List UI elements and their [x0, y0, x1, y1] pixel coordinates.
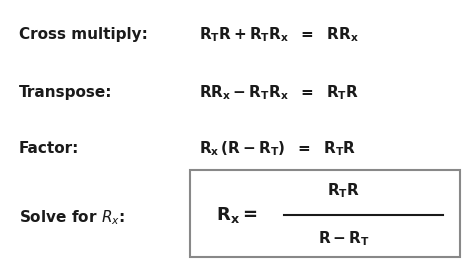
- Text: $\mathbf{R_x\,(R - R_T)\ \ =\ \ R_TR}$: $\mathbf{R_x\,(R - R_T)\ \ =\ \ R_TR}$: [199, 139, 356, 158]
- Text: $\mathbf{R_TR + R_TR_x\ \ =\ \ RR_x}$: $\mathbf{R_TR + R_TR_x\ \ =\ \ RR_x}$: [199, 25, 359, 44]
- Bar: [190, 170, 460, 257]
- Text: Solve for $R_x$:: Solve for $R_x$:: [19, 208, 125, 227]
- Text: Transpose:: Transpose:: [19, 85, 112, 100]
- Text: $\mathbf{R - R_T}$: $\mathbf{R - R_T}$: [318, 229, 369, 248]
- Text: $\mathbf{R_TR}$: $\mathbf{R_TR}$: [327, 182, 360, 200]
- Text: Cross multiply:: Cross multiply:: [19, 27, 148, 42]
- Text: $\mathbf{RR_x - R_TR_x\ \ =\ \ R_TR}$: $\mathbf{RR_x - R_TR_x\ \ =\ \ R_TR}$: [199, 83, 359, 102]
- Text: Factor:: Factor:: [19, 141, 79, 156]
- Text: $\mathbf{R_x =}$: $\mathbf{R_x =}$: [216, 205, 257, 225]
